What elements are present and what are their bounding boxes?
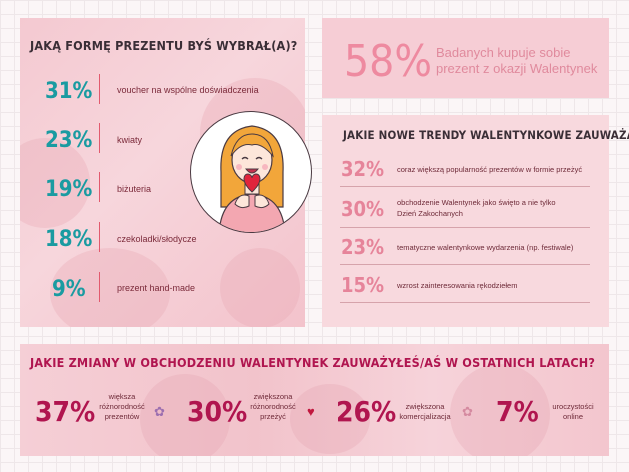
gift-label-3: biżuteria bbox=[117, 184, 152, 194]
divider bbox=[340, 302, 590, 303]
trends-panel bbox=[322, 115, 609, 327]
trend-label-2: obchodzenie Walentynek jako święto a nie… bbox=[397, 198, 556, 218]
trend-label-3: tematyczne walentynkowe wydarzenia (np. … bbox=[397, 243, 574, 252]
trend-pct-2: 30% bbox=[341, 197, 385, 221]
self-gift-stat-panel bbox=[322, 18, 609, 98]
trend-label-4: wzrost zainteresowania rękodziełem bbox=[397, 281, 518, 290]
divider bbox=[99, 123, 100, 153]
divider bbox=[99, 74, 100, 104]
gift-pct-2: 23% bbox=[45, 128, 93, 153]
gift-label-5: prezent hand-made bbox=[117, 283, 196, 293]
heart-icon: ♥ bbox=[307, 404, 315, 419]
change-label-1: większa różnorodność prezentów bbox=[99, 392, 145, 421]
gift-label-4: czekoladki/słodycze bbox=[117, 234, 197, 244]
gift-label-1: voucher na wspólne doświadczenia bbox=[117, 85, 259, 95]
divider bbox=[99, 222, 100, 252]
trend-label-1: coraz większą popularność prezentów w fo… bbox=[397, 165, 583, 174]
flower-icon: ✿ bbox=[462, 404, 473, 419]
change-pct-3: 26% bbox=[336, 395, 397, 428]
change-label-2: zwiększona różnorodność przeżyć bbox=[250, 392, 296, 421]
flower-icon: ✿ bbox=[154, 404, 165, 419]
changes-title: JAKIE ZMIANY W OBCHODZENIU WALENTYNEK ZA… bbox=[30, 355, 596, 370]
gift-pct-1: 31% bbox=[45, 79, 93, 104]
trend-pct-1: 32% bbox=[341, 157, 385, 181]
trends-title: JAKIE NOWE TRENDY WALENTYNKOWE ZAUWAŻASZ… bbox=[343, 128, 629, 142]
divider bbox=[340, 186, 590, 187]
gift-pct-4: 18% bbox=[45, 227, 93, 252]
trend-pct-3: 23% bbox=[341, 235, 385, 259]
gift-form-title: JAKĄ FORMĘ PREZENTU BYŚ WYBRAŁ(A)? bbox=[30, 38, 298, 53]
change-label-3: zwiększona komercjalizacja bbox=[399, 402, 451, 421]
woman-with-heart-illustration bbox=[190, 111, 312, 233]
gift-pct-3: 19% bbox=[45, 177, 93, 202]
gift-pct-5: 9% bbox=[52, 277, 86, 302]
divider bbox=[99, 272, 100, 302]
self-gift-pct: 58% bbox=[344, 36, 432, 87]
woman-illustration-svg bbox=[218, 125, 286, 232]
divider bbox=[340, 264, 590, 265]
gift-label-2: kwiaty bbox=[117, 135, 143, 145]
changes-panel bbox=[20, 344, 609, 456]
self-gift-text: Badanych kupuje sobie prezent z okazji W… bbox=[436, 45, 598, 76]
divider bbox=[340, 227, 590, 228]
change-pct-2: 30% bbox=[187, 395, 248, 428]
trend-pct-4: 15% bbox=[341, 273, 385, 297]
change-pct-1: 37% bbox=[35, 395, 96, 428]
change-label-4: uroczystości online bbox=[552, 402, 594, 421]
change-pct-4: 7% bbox=[496, 395, 539, 428]
divider bbox=[99, 172, 100, 202]
